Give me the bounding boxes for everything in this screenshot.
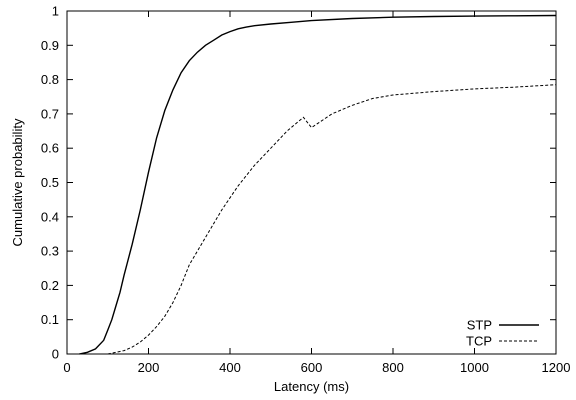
y-tick-label: 0.4 <box>41 209 59 224</box>
series-line-stp <box>79 14 557 355</box>
series-line-tcp <box>107 84 557 355</box>
y-tick-label: 0.5 <box>41 175 59 190</box>
y-tick-label: 1 <box>52 4 59 19</box>
x-tick-label: 0 <box>63 360 70 375</box>
y-axis-label: Cumulative probability <box>10 118 25 246</box>
y-tick-label: 0.2 <box>41 278 59 293</box>
legend-label-stp: STP <box>467 318 492 333</box>
x-tick-label: 1200 <box>542 360 571 375</box>
x-tick-label: 400 <box>219 360 241 375</box>
axis-ticks: 0 200 400 600 800 1000 1200 0 0.1 0.2 0.3 0.4 0.5 0.6… <box>41 4 571 376</box>
y-tick-label: 0.6 <box>41 141 59 156</box>
y-tick-label: 0 <box>52 347 59 362</box>
plot-frame <box>66 10 557 355</box>
legend-label-tcp: TCP <box>466 334 492 349</box>
y-tick-label: 0.1 <box>41 312 59 327</box>
x-tick-label: 600 <box>301 360 323 375</box>
x-tick-label: 200 <box>138 360 160 375</box>
y-tick-label: 0.3 <box>41 244 59 259</box>
y-tick-label: 0.7 <box>41 106 59 121</box>
series-lines <box>79 14 557 355</box>
x-tick-label: 1000 <box>460 360 489 375</box>
x-tick-label: 800 <box>382 360 404 375</box>
y-tick-label: 0.8 <box>41 72 59 87</box>
y-tick-label: 0.9 <box>41 38 59 53</box>
x-axis-label: Latency (ms) <box>274 379 349 394</box>
